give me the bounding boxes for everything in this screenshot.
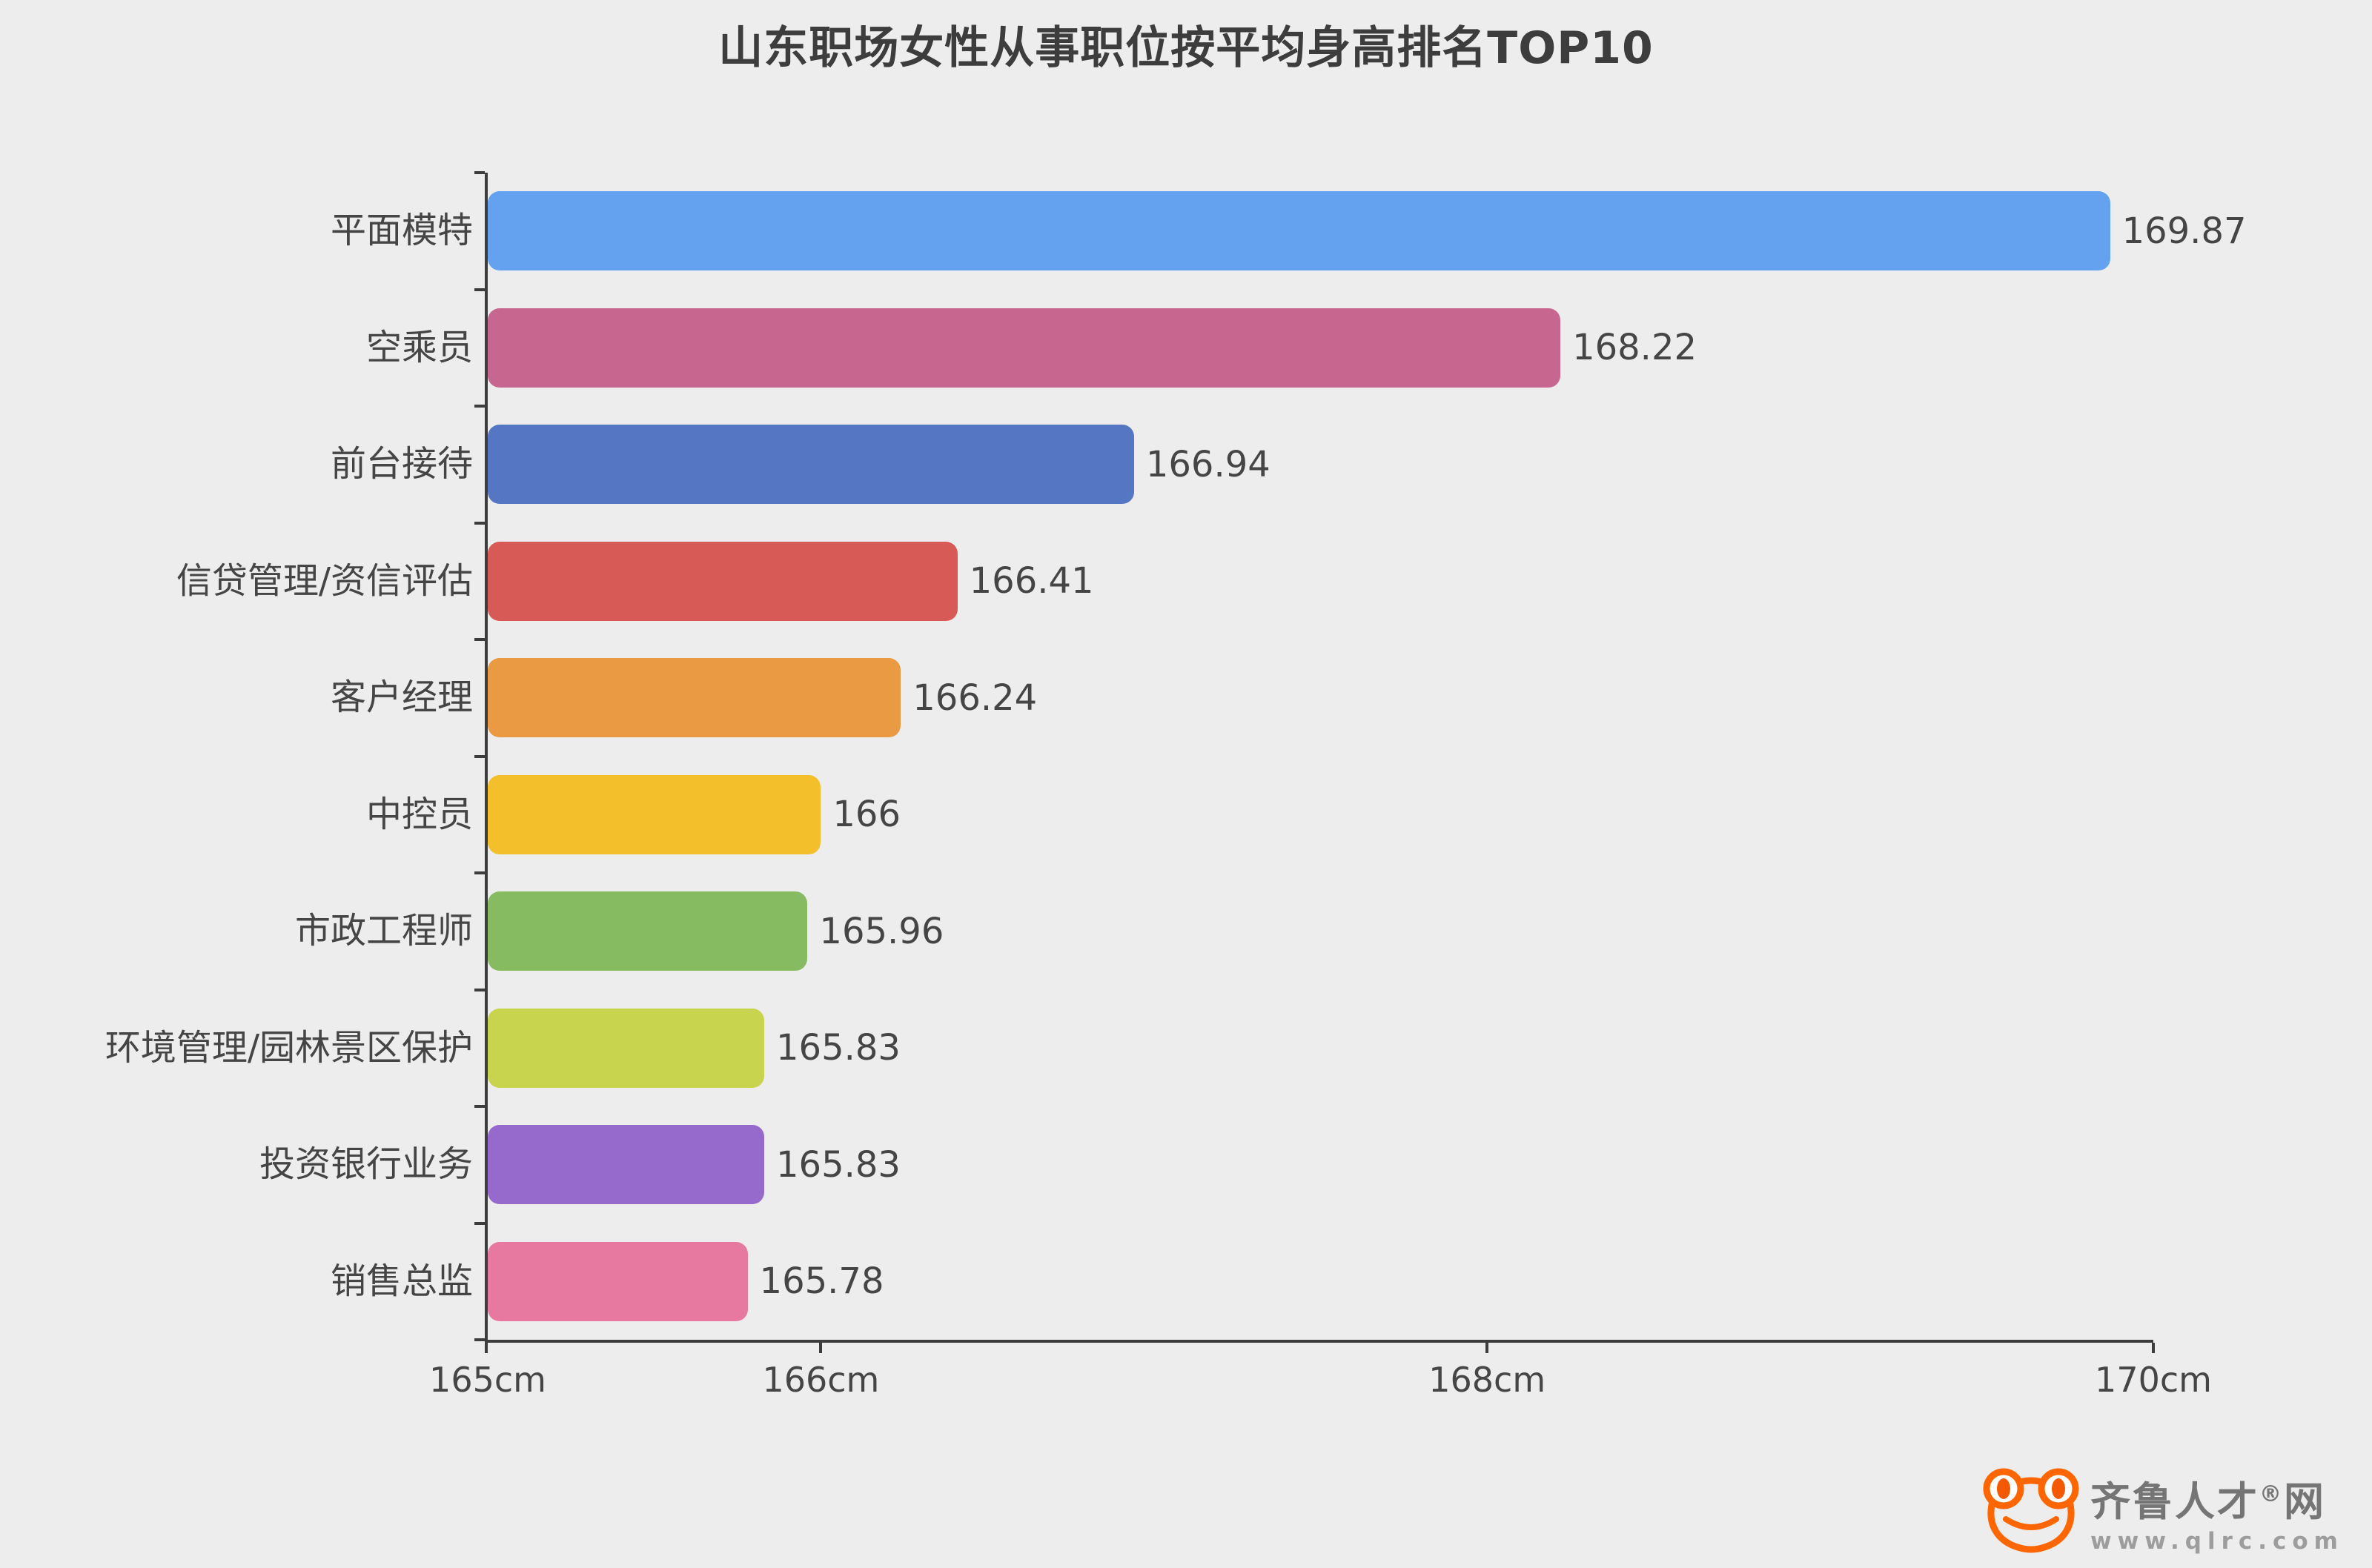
- value-label: 166.24: [912, 677, 1038, 719]
- bar: [488, 1241, 748, 1321]
- x-tick-label: 170cm: [2095, 1360, 2212, 1400]
- y-tick-mark: [474, 405, 485, 408]
- brand-name: 齐鲁人才®网: [2090, 1478, 2327, 1525]
- category-label: 空乘员: [365, 326, 473, 368]
- bar: [488, 1008, 764, 1088]
- y-axis-line: [485, 173, 488, 1353]
- x-tick-mark: [819, 1343, 823, 1353]
- table-row: 中控员 166: [366, 757, 2153, 874]
- table-row: 信贷管理/资信评估 166.41: [176, 523, 2153, 640]
- value-label: 168.22: [1572, 327, 1697, 368]
- x-axis-line: [485, 1340, 2153, 1343]
- value-label: 165.96: [819, 910, 944, 952]
- bar: [488, 425, 1134, 504]
- value-label: 165.78: [759, 1260, 884, 1302]
- table-row: 空乘员 168.22: [366, 290, 2153, 407]
- frog-icon: [1983, 1468, 2079, 1553]
- bar: [488, 191, 2110, 270]
- x-tick-mark: [2152, 1343, 2155, 1353]
- brand-url: www.qlrc.com: [2090, 1528, 2344, 1555]
- y-tick-mark: [474, 988, 485, 991]
- value-label: 165.83: [776, 1027, 901, 1069]
- chart-title: 山东职场女性从事职位按平均身高排名TOP10: [718, 22, 1654, 74]
- category-label: 销售总监: [330, 1260, 473, 1302]
- y-tick-mark: [474, 754, 485, 758]
- y-tick-mark: [474, 1221, 485, 1225]
- y-tick-mark: [474, 288, 485, 291]
- table-row: 市政工程师 165.96: [295, 873, 2153, 990]
- table-row: 投资银行业务 165.83: [259, 1106, 2153, 1223]
- y-tick-mark: [474, 521, 485, 525]
- category-label: 市政工程师: [294, 910, 473, 951]
- value-label: 166.94: [1145, 443, 1271, 485]
- category-label: 信贷管理/资信评估: [176, 559, 473, 602]
- x-tick-label: 168cm: [1428, 1360, 1546, 1400]
- table-row: 客户经理 166.24: [331, 640, 2153, 757]
- table-row: 销售总监 165.78: [331, 1223, 2153, 1341]
- bar: [488, 658, 901, 737]
- plot-area: 平面模特 169.87 空乘员 168.22 前台接待 166.94 信贷管理/资信评估 16…: [105, 171, 2247, 1400]
- table-row: 环境管理/园林景区保护 165.83: [105, 990, 2153, 1107]
- y-tick-mark: [474, 1338, 485, 1341]
- logo-text: 齐鲁人才®网 www.qlrc.com: [2090, 1478, 2344, 1555]
- value-label: 166.41: [969, 560, 1094, 602]
- category-label: 中控员: [365, 793, 473, 835]
- bar: [488, 308, 1561, 388]
- registered-mark-icon: ®: [2259, 1481, 2285, 1507]
- y-tick-mark: [474, 1105, 485, 1108]
- bar: [488, 774, 821, 854]
- category-label: 客户经理: [330, 677, 473, 718]
- table-row: 平面模特 169.87: [331, 173, 2247, 290]
- y-tick-mark: [474, 171, 485, 174]
- x-tick-label: 166cm: [762, 1360, 880, 1400]
- value-label: 165.83: [776, 1143, 901, 1186]
- bar: [488, 891, 808, 971]
- category-label: 平面模特: [330, 210, 473, 251]
- value-label: 169.87: [2121, 210, 2247, 252]
- x-tick-label: 165cm: [429, 1360, 546, 1400]
- y-tick-mark: [474, 638, 485, 641]
- table-row: 前台接待 166.94: [331, 406, 2153, 523]
- bar: [488, 541, 958, 621]
- value-label: 166: [832, 794, 901, 835]
- category-label: 投资银行业务: [259, 1143, 473, 1185]
- y-tick-mark: [474, 871, 485, 874]
- category-label: 环境管理/园林景区保护: [105, 1026, 473, 1069]
- qlrc-logo: 齐鲁人才®网 www.qlrc.com: [1982, 1467, 2344, 1555]
- bar: [488, 1125, 764, 1204]
- x-tick-mark: [1485, 1343, 1489, 1353]
- category-label: 前台接待: [330, 443, 473, 485]
